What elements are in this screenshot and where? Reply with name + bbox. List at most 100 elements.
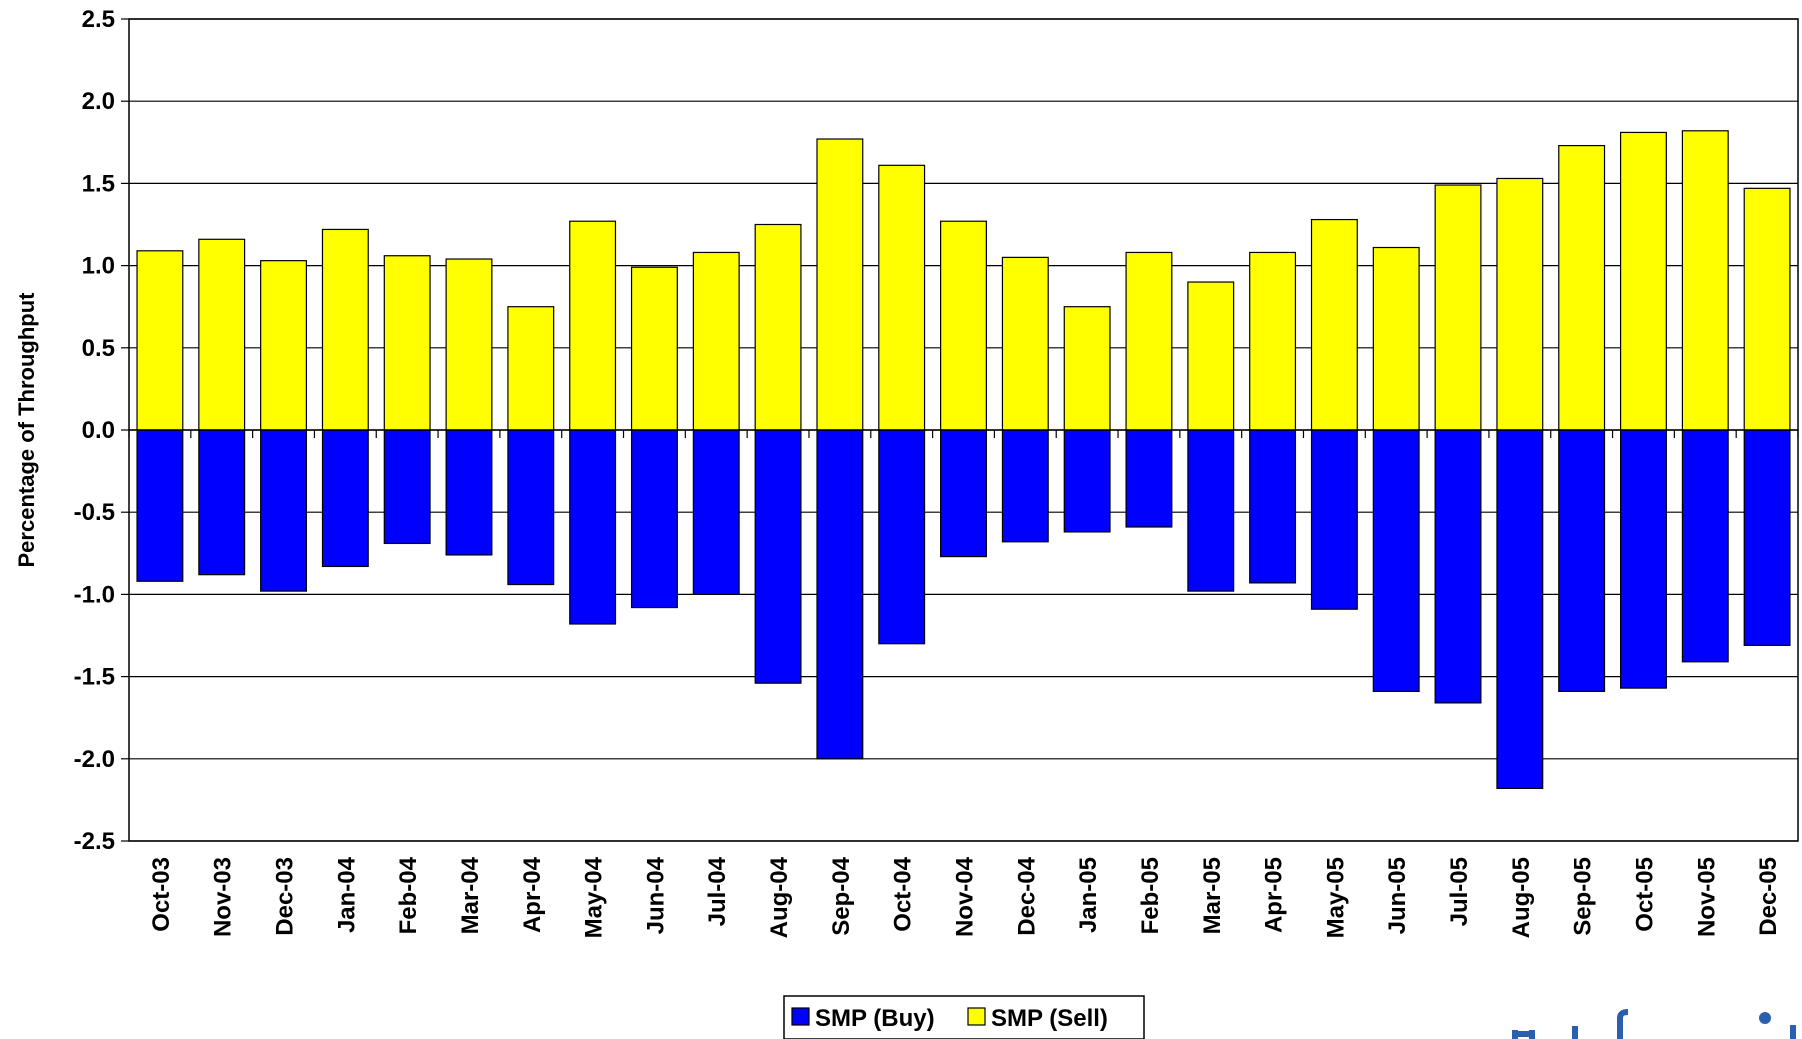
y-tick-label: -1.0	[74, 581, 115, 608]
bar-buy-jun-05	[1372, 429, 1420, 692]
bar-buy-feb-04	[383, 429, 431, 545]
bar-sell-dec-05	[1743, 187, 1791, 431]
x-tick-label: Mar-04	[457, 856, 484, 934]
x-tick-label: Dec-05	[1755, 857, 1782, 936]
y-tick-label: -0.5	[74, 499, 115, 526]
bar-buy-mar-04	[445, 429, 493, 556]
bar-buy-dec-05	[1743, 429, 1791, 646]
bar-sell-apr-04	[507, 306, 555, 431]
x-tick-label: May-04	[581, 856, 608, 938]
axes	[128, 18, 1799, 842]
bar-sell-oct-05	[1619, 131, 1667, 431]
x-tick-label: Oct-05	[1631, 857, 1658, 932]
bar-sell-nov-05	[1681, 130, 1729, 431]
x-tick-label: Jul-05	[1446, 857, 1473, 926]
bar-sell-jan-05	[1063, 306, 1111, 431]
x-tick-label: Oct-04	[890, 856, 917, 931]
bar-sell-jan-04	[321, 228, 369, 431]
x-tick-label: Apr-05	[1261, 857, 1288, 933]
x-tick-label: Jul-04	[704, 856, 731, 926]
x-tick-label: Feb-04	[395, 856, 422, 934]
bar-sell-dec-03	[260, 260, 308, 431]
bar-sell-dec-04	[1001, 256, 1049, 431]
y-tick-label: 1.5	[82, 170, 115, 197]
x-tick-label: May-05	[1322, 857, 1349, 938]
x-tick-label: Feb-05	[1137, 857, 1164, 934]
bar-sell-feb-05	[1125, 251, 1173, 431]
legend-swatch-buy	[791, 1007, 810, 1026]
bar-sell-aug-04	[754, 223, 802, 431]
legend-swatch-sell	[967, 1007, 986, 1026]
bar-buy-dec-04	[1001, 429, 1049, 543]
y-tick-labels: 2.5 2.0 1.5 1.0 0.5 0.0 -0.5 -1.0 -1.5 -2.0 -2.5	[74, 6, 115, 855]
y-tick-label: 0.5	[82, 335, 115, 362]
x-tick-label: Sep-05	[1570, 857, 1597, 936]
x-tick-label: Jun-04	[642, 856, 669, 934]
legend: SMP (Buy) SMP (Sell)	[783, 995, 1145, 1039]
bar-sell-may-05	[1310, 218, 1358, 431]
y-tick-label: -1.5	[74, 664, 115, 691]
bar-sell-sep-05	[1558, 144, 1606, 431]
corner-logo-fragment	[1512, 1009, 1796, 1039]
x-tick-label: Aug-04	[766, 856, 793, 938]
bar-sell-nov-04	[940, 220, 987, 431]
bar-buy-nov-04	[940, 429, 987, 558]
x-tick-labels: Oct-03 Nov-03 Dec-03 Jan-04 Feb-04 Mar-04 Apr-…	[148, 856, 1782, 938]
x-tick-label: Oct-03	[148, 857, 175, 932]
bar-sell-may-04	[569, 220, 617, 431]
bar-buy-apr-05	[1249, 429, 1297, 584]
bar-buy-jul-05	[1434, 429, 1482, 704]
bar-sell-feb-04	[383, 255, 431, 431]
bar-sell-jun-05	[1372, 246, 1420, 431]
x-tick-label: Dec-03	[272, 857, 299, 936]
y-tick-label: 0.0	[82, 417, 115, 444]
bar-buy-nov-03	[198, 429, 246, 576]
bar-sell-sep-04	[816, 138, 864, 431]
x-tick-label: Jun-05	[1384, 857, 1411, 934]
bar-buy-may-04	[569, 429, 617, 625]
bar-sell-oct-03	[136, 250, 184, 431]
y-tick-label: -2.5	[74, 828, 115, 855]
y-tick-label: 1.0	[82, 253, 115, 280]
x-tick-label: Aug-05	[1508, 857, 1535, 938]
bar-sell-oct-04	[878, 164, 926, 431]
x-tick-label: Apr-04	[519, 856, 546, 933]
bar-buy-dec-03	[260, 429, 308, 592]
bar-buy-oct-05	[1619, 429, 1667, 689]
bar-buy-sep-05	[1558, 429, 1606, 692]
y-tick-label: 2.0	[82, 88, 115, 115]
bar-buy-jan-04	[321, 429, 369, 568]
y-tick-label: -2.0	[74, 746, 115, 773]
bar-buy-oct-03	[136, 429, 184, 582]
bar-buy-aug-04	[754, 429, 802, 684]
bar-sell-apr-05	[1249, 251, 1297, 431]
bar-buy-jun-04	[630, 429, 678, 609]
bar-sell-jul-05	[1434, 184, 1482, 431]
x-tick-label: Sep-04	[828, 856, 855, 935]
x-tick-label: Jan-05	[1075, 857, 1102, 933]
bar-sell-nov-03	[198, 238, 246, 431]
bar-buy-feb-05	[1125, 429, 1173, 528]
y-axis-label: Percentage of Throughput	[14, 292, 39, 568]
bar-sell-jun-04	[630, 266, 678, 431]
bar-buy-may-05	[1310, 429, 1358, 610]
legend-box	[783, 995, 1145, 1039]
bar-buy-sep-04	[816, 429, 864, 760]
y-tick-label: 2.5	[82, 6, 115, 33]
x-tick-label: Nov-03	[210, 857, 237, 937]
x-tick-label: Nov-05	[1693, 857, 1720, 937]
bar-sell-jul-04	[692, 251, 740, 431]
bar-buy-jan-05	[1063, 429, 1111, 533]
x-tick-label: Nov-04	[952, 856, 979, 937]
bar-buy-jul-04	[692, 429, 740, 595]
bar-buy-apr-04	[507, 429, 555, 586]
bar-buy-nov-05	[1681, 429, 1729, 663]
bar-buy-oct-04	[878, 429, 926, 645]
bars	[136, 130, 1791, 789]
bar-sell-mar-04	[445, 258, 493, 431]
legend-label-sell: SMP (Sell)	[991, 1005, 1108, 1032]
x-tick-label: Dec-04	[1013, 856, 1040, 935]
legend-label-buy: SMP (Buy)	[815, 1005, 935, 1032]
bar-buy-mar-05	[1187, 429, 1235, 592]
